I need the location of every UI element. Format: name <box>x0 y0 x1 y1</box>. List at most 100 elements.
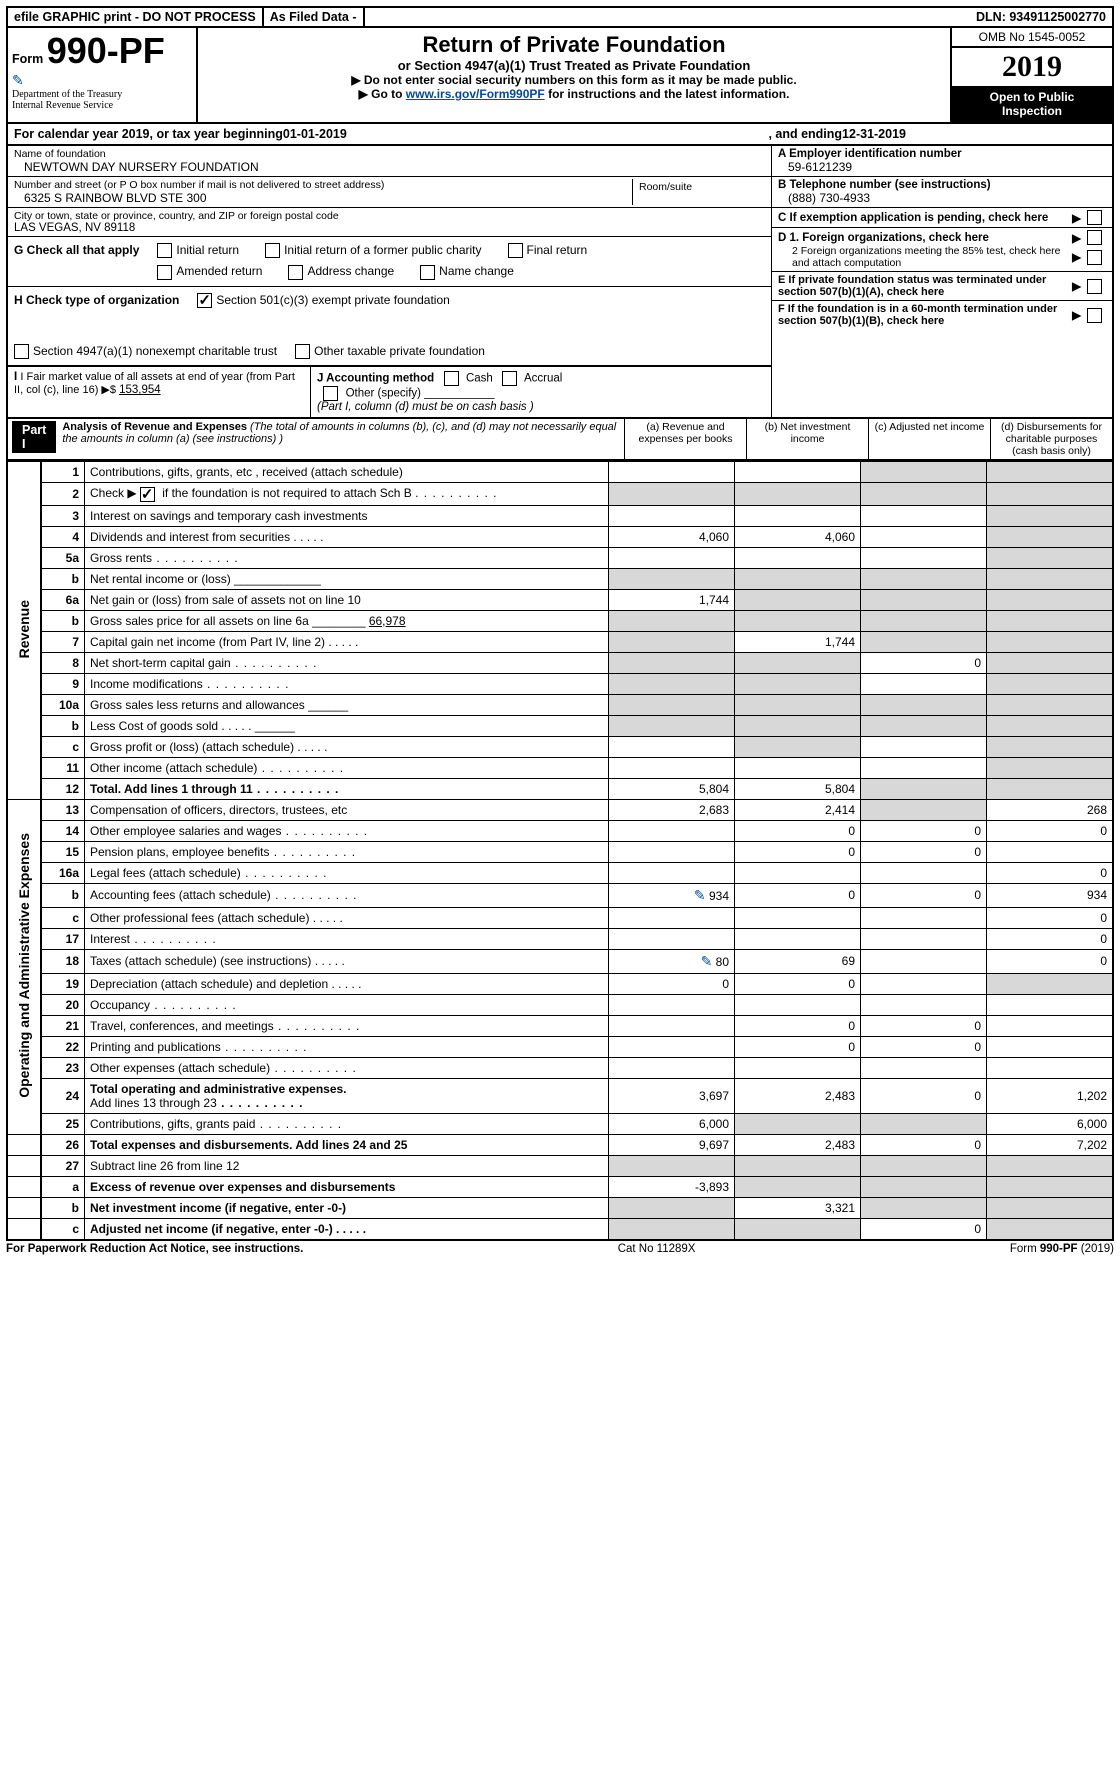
r12-a: 5,804 <box>609 778 735 799</box>
col-c-head: (c) Adjusted net income <box>868 419 990 459</box>
table-row: 18Taxes (attach schedule) (see instructi… <box>7 949 1113 973</box>
foundation-name: NEWTOWN DAY NURSERY FOUNDATION <box>14 160 765 174</box>
j-label: J Accounting method <box>317 373 434 385</box>
instr-pre: ▶ Go to <box>359 87 406 101</box>
d1-label: D 1. Foreign organizations, check here <box>778 232 1066 244</box>
r8-c: 0 <box>861 652 987 673</box>
table-row: 21Travel, conferences, and meetings00 <box>7 1015 1113 1036</box>
col-b-head: (b) Net investment income <box>746 419 868 459</box>
table-row: 4Dividends and interest from securities4… <box>7 526 1113 547</box>
cb-501c3[interactable] <box>197 293 212 308</box>
table-row: bAccounting fees (attach schedule)✎ 9340… <box>7 883 1113 907</box>
dln-label: DLN: <box>976 10 1006 24</box>
dept-treasury: Department of the Treasury <box>12 89 192 100</box>
room-label: Room/suite <box>632 179 765 205</box>
city-label: City or town, state or province, country… <box>14 210 765 222</box>
year-begin: 01-01-2019 <box>283 127 347 141</box>
year-box: OMB No 1545-0052 2019 Open to Public Ins… <box>952 28 1112 122</box>
table-row: aExcess of revenue over expenses and dis… <box>7 1176 1113 1197</box>
table-row: Operating and Administrative Expenses 13… <box>7 799 1113 820</box>
table-row: 9Income modifications <box>7 673 1113 694</box>
table-row: bNet rental income or (loss) ___________… <box>7 568 1113 589</box>
pdf-icon[interactable]: ✎ <box>12 72 192 89</box>
r12-b: 5,804 <box>735 778 861 799</box>
h-label: H Check type of organization <box>14 293 179 307</box>
calendar-year-row: For calendar year 2019, or tax year begi… <box>6 124 1114 146</box>
part1-header: Part I Analysis of Revenue and Expenses … <box>6 419 1114 461</box>
table-row: 2 Check ▶ if the foundation is not requi… <box>7 483 1113 505</box>
table-row: 24Total operating and administrative exp… <box>7 1078 1113 1113</box>
as-filed: As Filed Data - <box>264 8 365 26</box>
part1-badge: Part I <box>12 421 56 453</box>
attach-icon[interactable]: ✎ <box>694 887 706 903</box>
table-row: 6aNet gain or (loss) from sale of assets… <box>7 589 1113 610</box>
expenses-side-label: Operating and Administrative Expenses <box>16 833 32 1098</box>
r6a-a: 1,744 <box>609 589 735 610</box>
table-row: 19Depreciation (attach schedule) and dep… <box>7 973 1113 994</box>
footer: For Paperwork Reduction Act Notice, see … <box>6 1241 1114 1255</box>
efile-notice: efile GRAPHIC print - DO NOT PROCESS <box>8 8 264 26</box>
form-number: 990-PF <box>47 30 165 71</box>
cb-amended-return[interactable] <box>157 265 172 280</box>
part1-table: Revenue 1 Contributions, gifts, grants, … <box>6 461 1114 1240</box>
r7-b: 1,744 <box>735 631 861 652</box>
table-row: 11Other income (attach schedule) <box>7 757 1113 778</box>
cb-f[interactable] <box>1087 308 1102 323</box>
col-d-head: (d) Disbursements for charitable purpose… <box>990 419 1112 459</box>
table-row: 8Net short-term capital gain0 <box>7 652 1113 673</box>
table-row: 3Interest on savings and temporary cash … <box>7 505 1113 526</box>
table-row: 20Occupancy <box>7 994 1113 1015</box>
cb-other-taxable[interactable] <box>295 344 310 359</box>
attach-icon[interactable]: ✎ <box>701 953 713 969</box>
cb-initial-former[interactable] <box>265 243 280 258</box>
footer-form: Form 990-PF (2019) <box>1010 1243 1114 1255</box>
table-row: cGross profit or (loss) (attach schedule… <box>7 736 1113 757</box>
table-row: 10aGross sales less returns and allowanc… <box>7 694 1113 715</box>
section-h: H Check type of organization Section 501… <box>8 287 771 367</box>
a-label: A Employer identification number <box>778 148 1106 160</box>
top-bar: efile GRAPHIC print - DO NOT PROCESS As … <box>6 6 1114 28</box>
table-row: 23Other expenses (attach schedule) <box>7 1057 1113 1078</box>
name-label: Name of foundation <box>14 148 765 160</box>
instr-ssn: ▶ Do not enter social security numbers o… <box>206 73 942 87</box>
cb-name-change[interactable] <box>420 265 435 280</box>
cb-other-method[interactable] <box>323 386 338 401</box>
form-id-box: Form 990-PF ✎ Department of the Treasury… <box>8 28 198 122</box>
dept-irs: Internal Revenue Service <box>12 100 192 111</box>
table-row: 14Other employee salaries and wages000 <box>7 820 1113 841</box>
cb-address-change[interactable] <box>288 265 303 280</box>
table-row: 7Capital gain net income (from Part IV, … <box>7 631 1113 652</box>
table-row: cOther professional fees (attach schedul… <box>7 907 1113 928</box>
table-row: Revenue 1 Contributions, gifts, grants, … <box>7 462 1113 483</box>
cb-initial-return[interactable] <box>157 243 172 258</box>
r4-b: 4,060 <box>735 526 861 547</box>
f-label: F If the foundation is in a 60-month ter… <box>778 303 1066 327</box>
irs-link[interactable]: www.irs.gov/Form990PF <box>406 87 545 101</box>
cb-accrual[interactable] <box>502 371 517 386</box>
dln-value: 93491125002770 <box>1009 10 1106 24</box>
cb-sch-b[interactable] <box>140 487 155 502</box>
cb-c[interactable] <box>1087 210 1102 225</box>
col-a-head: (a) Revenue and expenses per books <box>624 419 746 459</box>
d2-label: 2 Foreign organizations meeting the 85% … <box>792 245 1066 269</box>
table-row: bGross sales price for all assets on lin… <box>7 610 1113 631</box>
addr-label: Number and street (or P O box number if … <box>14 179 632 191</box>
cb-cash[interactable] <box>444 371 459 386</box>
j-note: (Part I, column (d) must be on cash basi… <box>317 401 534 413</box>
cb-e[interactable] <box>1087 279 1102 294</box>
street-address: 6325 S RAINBOW BLVD STE 300 <box>14 191 632 205</box>
cb-d2[interactable] <box>1087 250 1102 265</box>
part1-title: Analysis of Revenue and Expenses <box>62 421 247 433</box>
table-row: 26Total expenses and disbursements. Add … <box>7 1134 1113 1155</box>
tax-year: 2019 <box>952 48 1112 86</box>
city-state-zip: LAS VEGAS, NV 89118 <box>14 222 765 234</box>
right-info: A Employer identification number 59-6121… <box>771 146 1112 417</box>
e-label: E If private foundation status was termi… <box>778 274 1066 298</box>
footer-left: For Paperwork Reduction Act Notice, see … <box>6 1243 303 1255</box>
ein: 59-6121239 <box>778 160 1106 174</box>
open-to-public: Open to Public Inspection <box>952 86 1112 122</box>
cb-d1[interactable] <box>1087 230 1102 245</box>
fmv-value: 153,954 <box>119 384 161 396</box>
cb-final-return[interactable] <box>508 243 523 258</box>
cb-4947[interactable] <box>14 344 29 359</box>
